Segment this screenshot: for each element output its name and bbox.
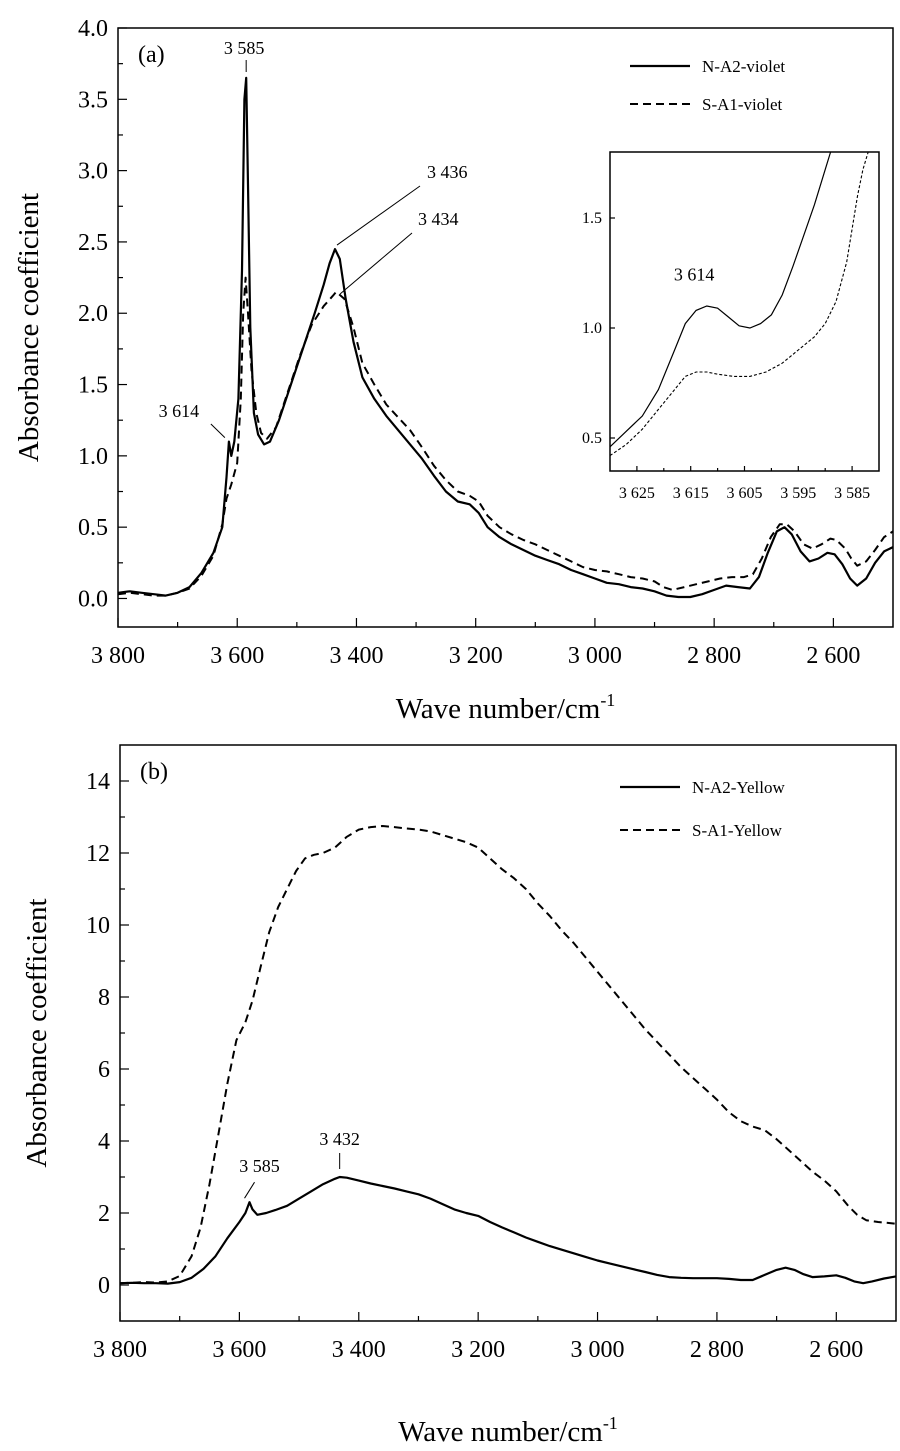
y-tick-label: 1.5 xyxy=(78,373,108,399)
inset-y-tick-label: 1.5 xyxy=(582,210,602,227)
y-tick-label: 12 xyxy=(86,841,110,867)
peak-annotation: 3 436 xyxy=(427,162,468,182)
y-axis-title: Absorbance coefficient xyxy=(21,898,53,1167)
series-line-n-a2-yellow xyxy=(120,1175,896,1285)
x-axis-title-superscript: -1 xyxy=(603,1413,618,1433)
legend: N-A2-violet S-A1-violet xyxy=(630,57,785,114)
x-axis-title-text: Wave number/cm xyxy=(398,1416,603,1448)
inset-x-tick-label: 3 585 xyxy=(834,485,870,502)
y-tick-label: 3.5 xyxy=(78,87,108,113)
inset-x-tick-label: 3 595 xyxy=(780,485,816,502)
x-tick-label: 2 800 xyxy=(690,1337,744,1363)
inset-background xyxy=(610,152,879,471)
legend-label: S-A1-violet xyxy=(702,95,783,114)
legend-label: N-A2-violet xyxy=(702,57,785,76)
peak-annotation: 3 614 xyxy=(159,401,200,421)
annotation-leader xyxy=(244,1181,255,1199)
y-tick-label: 2.0 xyxy=(78,301,108,327)
inset-series-line-s-a1-violet xyxy=(610,152,869,457)
inset-x-tick-label: 3 625 xyxy=(619,485,655,502)
y-tick-label: 4.0 xyxy=(78,16,108,42)
series-line-s-a1-yellow xyxy=(120,825,896,1285)
x-tick-label: 3 200 xyxy=(451,1337,505,1363)
y-tick-label: 3.0 xyxy=(78,159,108,185)
x-tick-label: 2 600 xyxy=(809,1337,863,1363)
inset-frame xyxy=(609,151,880,472)
x-tick-label: 3 600 xyxy=(212,1337,266,1363)
inset-chart: 3 625 3 615 3 605 3 595 3 585 0.5 1.0 1.5 3 614 xyxy=(582,151,880,502)
inset-y-tick-label: 1.0 xyxy=(582,320,602,337)
x-tick-label: 3 400 xyxy=(332,1337,386,1363)
y-tick-label: 8 xyxy=(98,985,110,1011)
chart-panel-a: 3 800 3 600 3 400 3 200 3 000 2 800 2 600 0.0 0.… xyxy=(13,16,894,725)
inset-x-tick-label: 3 615 xyxy=(673,485,709,502)
x-axis-title: Wave number/cm-1 xyxy=(396,690,616,725)
x-tick-label: 2 600 xyxy=(806,643,860,669)
x-tick-label: 3 400 xyxy=(329,643,383,669)
inset-peak-annotation: 3 614 xyxy=(674,265,715,285)
annotation-leader xyxy=(339,232,413,295)
annotation-leader xyxy=(210,423,226,438)
x-tick-label: 3 800 xyxy=(91,643,145,669)
x-tick-label: 3 200 xyxy=(449,643,503,669)
peak-annotation: 3 585 xyxy=(239,1156,280,1176)
y-tick-label: 10 xyxy=(86,913,110,939)
y-tick-label: 6 xyxy=(98,1057,110,1083)
legend: N-A2-Yellow S-A1-Yellow xyxy=(620,778,785,840)
plot-frame xyxy=(119,744,897,1322)
panel-label: (a) xyxy=(138,42,165,68)
peak-annotation: 3 432 xyxy=(319,1129,360,1149)
series-line-s-a1-violet xyxy=(118,276,893,597)
y-axis-title: Absorbance coefficient xyxy=(13,193,45,462)
inset-series-line-n-a2-violet xyxy=(610,152,832,448)
y-tick-label: 0 xyxy=(98,1273,110,1299)
y-tick-label: 2.5 xyxy=(78,230,108,256)
plot-frame xyxy=(117,27,894,628)
legend-label: N-A2-Yellow xyxy=(692,778,785,797)
y-tick-label: 2 xyxy=(98,1201,110,1227)
x-tick-label: 2 800 xyxy=(687,643,741,669)
y-tick-label: 0.0 xyxy=(78,586,108,612)
x-tick-label: 3 600 xyxy=(210,643,264,669)
y-tick-label: 4 xyxy=(98,1129,110,1155)
inset-y-tick-label: 0.5 xyxy=(582,430,602,447)
x-axis-title: Wave number/cm-1 xyxy=(398,1413,618,1448)
y-tick-label: 14 xyxy=(86,769,110,795)
panel-label: (b) xyxy=(140,759,168,785)
peak-annotation: 3 585 xyxy=(224,38,265,58)
x-tick-label: 3 000 xyxy=(571,1337,625,1363)
x-tick-label: 3 000 xyxy=(568,643,622,669)
y-tick-label: 0.5 xyxy=(78,515,108,541)
series-line-n-a2-violet xyxy=(118,76,893,599)
annotation-leader xyxy=(336,185,421,246)
y-tick-label: 1.0 xyxy=(78,444,108,470)
x-axis-title-superscript: -1 xyxy=(600,690,615,710)
chart-panel-b: 3 800 3 600 3 400 3 200 3 000 2 800 2 600 0 2 4 6 8… xyxy=(21,744,897,1448)
peak-annotation: 3 434 xyxy=(418,209,459,229)
x-axis-title-text: Wave number/cm xyxy=(396,693,601,725)
legend-label: S-A1-Yellow xyxy=(692,821,783,840)
inset-x-tick-label: 3 605 xyxy=(727,485,763,502)
x-tick-label: 3 800 xyxy=(93,1337,147,1363)
